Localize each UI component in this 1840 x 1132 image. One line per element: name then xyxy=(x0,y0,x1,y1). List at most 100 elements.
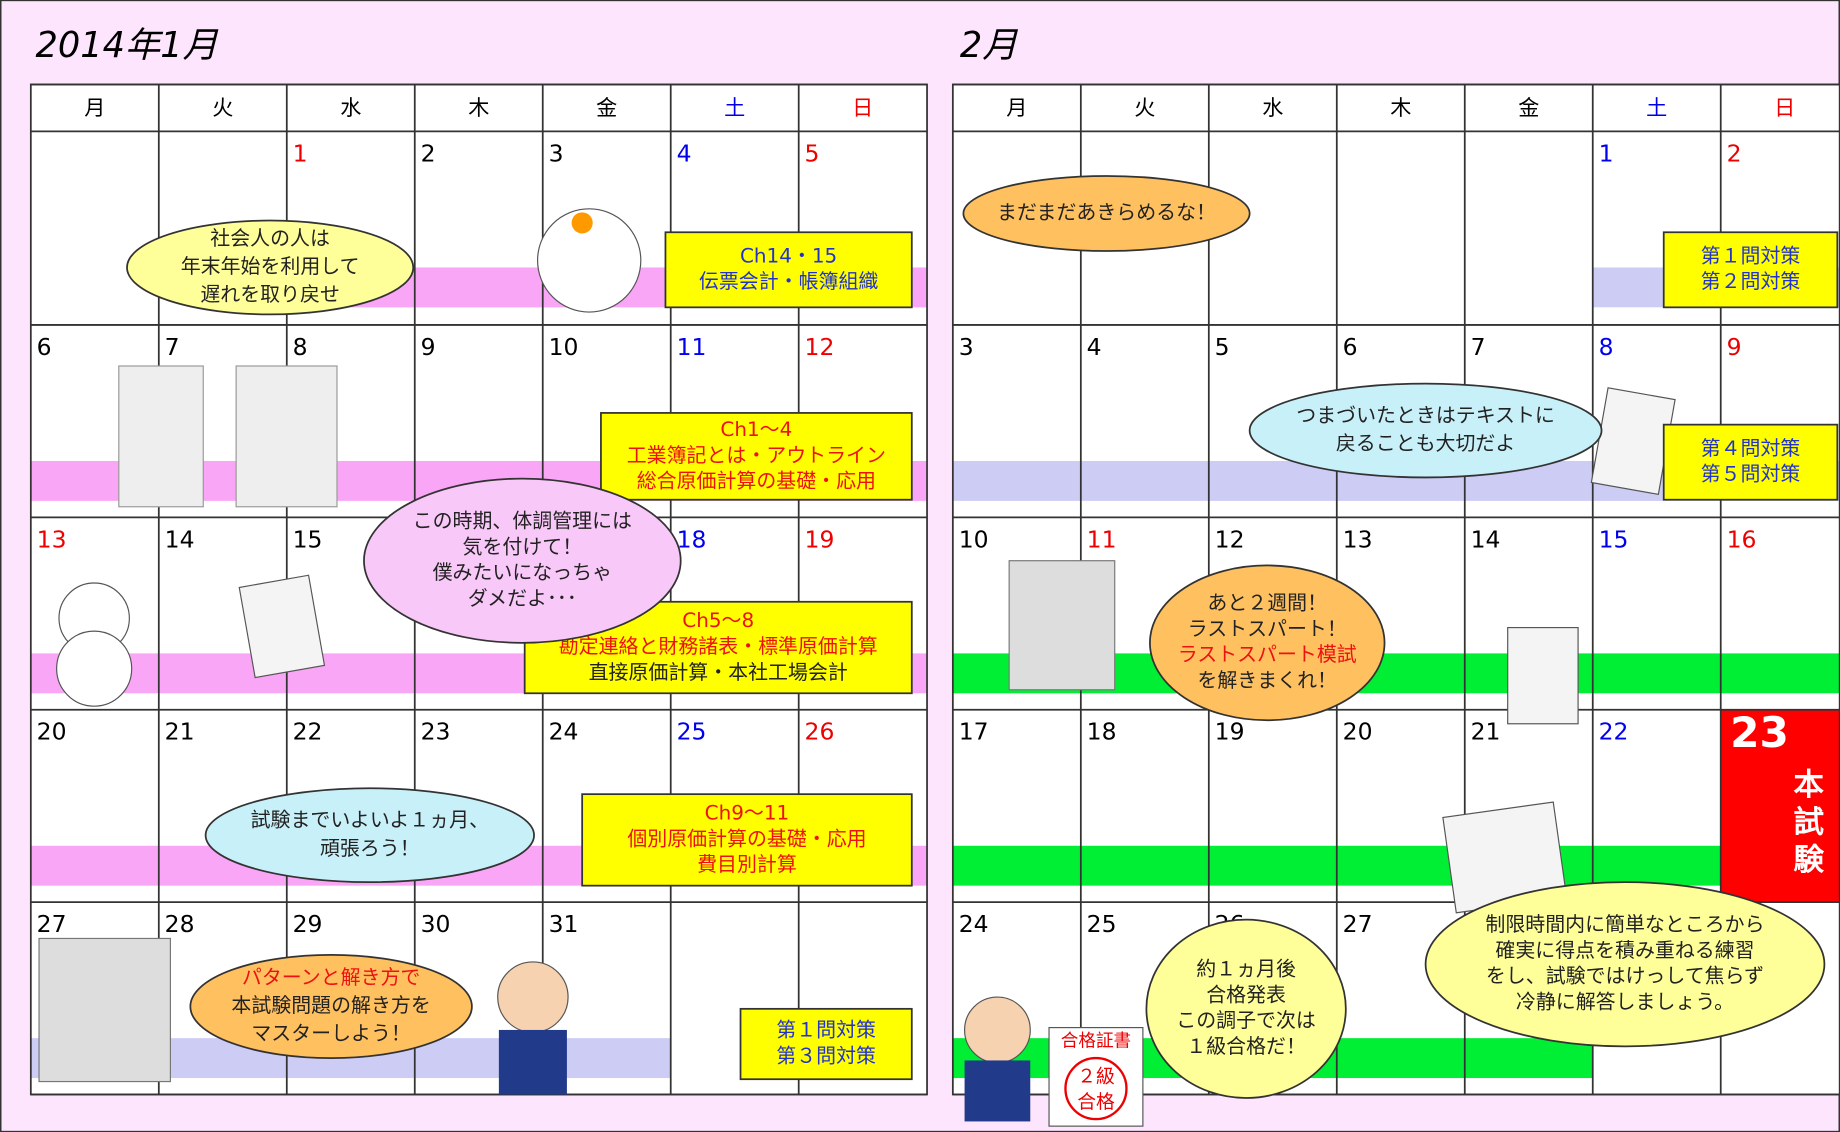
day-number: 2 xyxy=(1727,139,1742,167)
plan-box xyxy=(1662,231,1839,309)
plan-box xyxy=(581,793,913,887)
note-line: 第１問対策 xyxy=(1701,243,1801,267)
day-number: 11 xyxy=(1087,525,1117,553)
decorations xyxy=(38,208,1676,1122)
note-line: 本試験問題の解き方を xyxy=(231,993,430,1017)
header-bg xyxy=(30,84,928,132)
header-bg xyxy=(952,84,1840,132)
stamp-text: ２級 xyxy=(1077,1065,1115,1087)
weekday-label: 水 xyxy=(340,95,361,120)
character xyxy=(498,1029,567,1095)
day-number: 16 xyxy=(1727,525,1757,553)
weekday-label: 水 xyxy=(1262,95,1283,120)
note-line: Ch9～11 xyxy=(705,801,790,825)
book-cover xyxy=(1008,560,1116,691)
day-number: 18 xyxy=(677,525,707,553)
weekday-label: 日 xyxy=(1774,95,1795,120)
weekday-label: 月 xyxy=(1006,95,1027,120)
note-line: Ch5～8 xyxy=(682,608,754,632)
note-line: 年末年始を利用して xyxy=(181,254,360,278)
character xyxy=(1507,626,1579,725)
note-line: この調子で次は xyxy=(1176,1008,1316,1032)
note-line: をし、試験ではけっして焦らず xyxy=(1486,964,1764,988)
kagami-mochi xyxy=(536,208,642,313)
exam-label: 本試験 xyxy=(1788,768,1824,881)
day-number: 13 xyxy=(1343,525,1373,553)
day-number: 26 xyxy=(805,718,835,746)
exam-day: 23 xyxy=(1730,708,1789,757)
day-number: 27 xyxy=(37,910,67,938)
plan-box xyxy=(1662,423,1839,501)
day-number: 5 xyxy=(805,139,820,167)
character xyxy=(963,996,1031,1064)
day-number: 8 xyxy=(293,333,308,361)
day-number: 20 xyxy=(37,718,67,746)
book-cover xyxy=(38,937,172,1083)
day-number: 8 xyxy=(1599,333,1614,361)
day-number: 10 xyxy=(959,525,989,553)
character xyxy=(964,1060,1031,1122)
stamp: 合格証書 ２級 合格 xyxy=(1048,1027,1144,1127)
day-number: 12 xyxy=(805,333,835,361)
note-line: 合格発表 xyxy=(1206,982,1286,1006)
day-number: 7 xyxy=(1471,333,1486,361)
note-line: ラストスパート模試 xyxy=(1178,642,1357,666)
snowman-body xyxy=(56,630,133,707)
day-number: 21 xyxy=(1471,718,1501,746)
note-line: マスターしよう！ xyxy=(251,1021,411,1045)
day-number: 1 xyxy=(1599,139,1614,167)
day-number: 1 xyxy=(293,139,308,167)
certificate xyxy=(1048,1027,1144,1127)
day-number: 13 xyxy=(37,525,67,553)
note-line: 第３問対策 xyxy=(776,1043,876,1067)
note-line: 僕みたいになっちゃ xyxy=(433,560,612,584)
note-line: 個別原価計算の基礎・応用 xyxy=(627,826,866,850)
month-title: 2月 xyxy=(960,25,1018,66)
weekday-label: 木 xyxy=(1390,95,1411,120)
day-number: 3 xyxy=(549,139,564,167)
day-number: 10 xyxy=(549,333,579,361)
day-number: 6 xyxy=(37,333,52,361)
note-line: パターンと解き方で xyxy=(242,965,420,989)
note-line: 総合原価計算の基礎・応用 xyxy=(637,469,876,493)
month-title: 2014年1月 xyxy=(36,25,219,66)
day-number: 4 xyxy=(677,139,692,167)
weekday-label: 金 xyxy=(1518,95,1539,120)
speech-bubble xyxy=(126,219,415,316)
day-number: 20 xyxy=(1343,718,1373,746)
note-line: 気を付けて！ xyxy=(463,534,583,558)
weekday-label: 土 xyxy=(1646,95,1667,120)
exam-cell xyxy=(1720,709,1840,903)
note-line: 第２問対策 xyxy=(1701,269,1801,293)
note-line: 制限時間内に簡単なところから xyxy=(1485,912,1764,936)
note-line: Ch14・15 xyxy=(740,243,837,267)
day-number: 9 xyxy=(1727,333,1742,361)
speech-bubble xyxy=(1149,564,1386,722)
day-number: 29 xyxy=(293,910,323,938)
note-line: 第１問対策 xyxy=(776,1018,876,1042)
day-number: 24 xyxy=(549,718,579,746)
day-number: 22 xyxy=(1599,718,1629,746)
day-number: 15 xyxy=(1599,525,1629,553)
day-number: 6 xyxy=(1343,333,1358,361)
note-line: ラストスパート！ xyxy=(1188,616,1347,640)
weekday-label: 木 xyxy=(468,95,489,120)
day-number: 22 xyxy=(293,718,323,746)
note-line: 確実に得点を積み重ねる練習 xyxy=(1495,938,1754,962)
note-line: あと２週間！ xyxy=(1207,591,1327,615)
weekday-label: 月 xyxy=(84,95,105,120)
day-number: 25 xyxy=(1087,910,1117,938)
note-line: 頑張ろう！ xyxy=(320,836,420,860)
plan-box xyxy=(664,231,913,309)
note-line: 試験までいよいよ１ヵ月、 xyxy=(251,808,489,832)
day-number: 2 xyxy=(421,139,436,167)
character xyxy=(497,961,569,1033)
day-number: 3 xyxy=(959,333,974,361)
note-line: ダメだよ･･･ xyxy=(468,586,577,610)
note-line: 直接原価計算・本社工場会計 xyxy=(589,660,848,684)
note-line: つまづいたときはテキストに xyxy=(1296,403,1555,427)
day-number: 19 xyxy=(1215,718,1245,746)
weekday-label: 火 xyxy=(1134,95,1155,120)
